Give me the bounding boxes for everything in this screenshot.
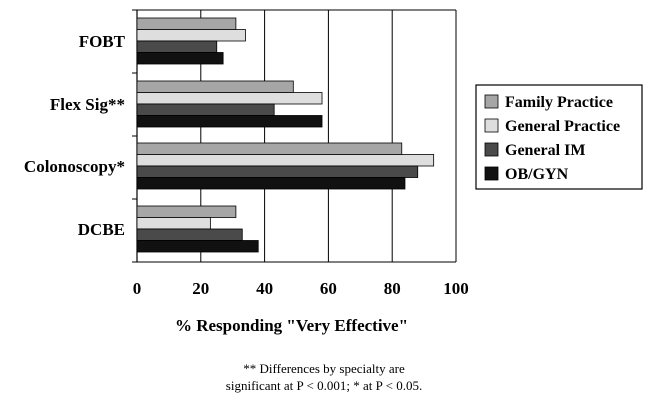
legend-swatch bbox=[484, 94, 499, 109]
footnote-line-2: significant at P < 0.001; * at P < 0.05. bbox=[225, 378, 423, 393]
bar bbox=[136, 80, 294, 93]
legend-swatch bbox=[484, 166, 499, 181]
category-labels: FOBT Flex Sig** Colonoscopy* DCBE bbox=[24, 32, 126, 239]
legend-swatch bbox=[484, 142, 499, 157]
legend-label: Family Practice bbox=[505, 94, 613, 111]
bar bbox=[136, 217, 211, 230]
bar bbox=[136, 40, 218, 53]
bar bbox=[136, 115, 323, 128]
x-axis-ticks: 0 20 40 60 80 100 bbox=[133, 279, 469, 298]
legend-label: General IM bbox=[505, 142, 585, 159]
bar bbox=[136, 142, 403, 155]
x-tick-label: 100 bbox=[443, 279, 469, 298]
bar bbox=[136, 92, 323, 105]
category-label: DCBE bbox=[78, 220, 125, 239]
bar bbox=[136, 52, 224, 65]
category-label: Flex Sig** bbox=[50, 95, 125, 114]
x-tick-label: 80 bbox=[384, 279, 401, 298]
category-label: FOBT bbox=[79, 32, 126, 51]
legend-label: General Practice bbox=[505, 118, 620, 135]
bar bbox=[136, 17, 237, 30]
category-label: Colonoscopy* bbox=[24, 157, 125, 176]
bar bbox=[136, 154, 435, 167]
bar bbox=[136, 228, 243, 241]
bar bbox=[136, 205, 237, 218]
bar bbox=[136, 103, 275, 116]
bar bbox=[136, 240, 259, 253]
legend-label: OB/GYN bbox=[505, 166, 569, 183]
grid-lines bbox=[200, 10, 393, 262]
footnote-line-1: ** Differences by specialty are bbox=[243, 361, 405, 376]
bar bbox=[136, 177, 406, 190]
legend-swatch bbox=[484, 118, 499, 133]
bars bbox=[136, 17, 435, 253]
legend: Family Practice General Practice General I… bbox=[475, 84, 643, 190]
x-axis-title: % Responding "Very Effective" bbox=[175, 316, 408, 335]
legend-box bbox=[475, 84, 643, 190]
x-tick-label: 40 bbox=[256, 279, 273, 298]
x-tick-label: 0 bbox=[133, 279, 142, 298]
x-tick-label: 60 bbox=[320, 279, 337, 298]
bar bbox=[136, 29, 246, 42]
bar bbox=[136, 165, 419, 178]
x-tick-label: 20 bbox=[192, 279, 209, 298]
